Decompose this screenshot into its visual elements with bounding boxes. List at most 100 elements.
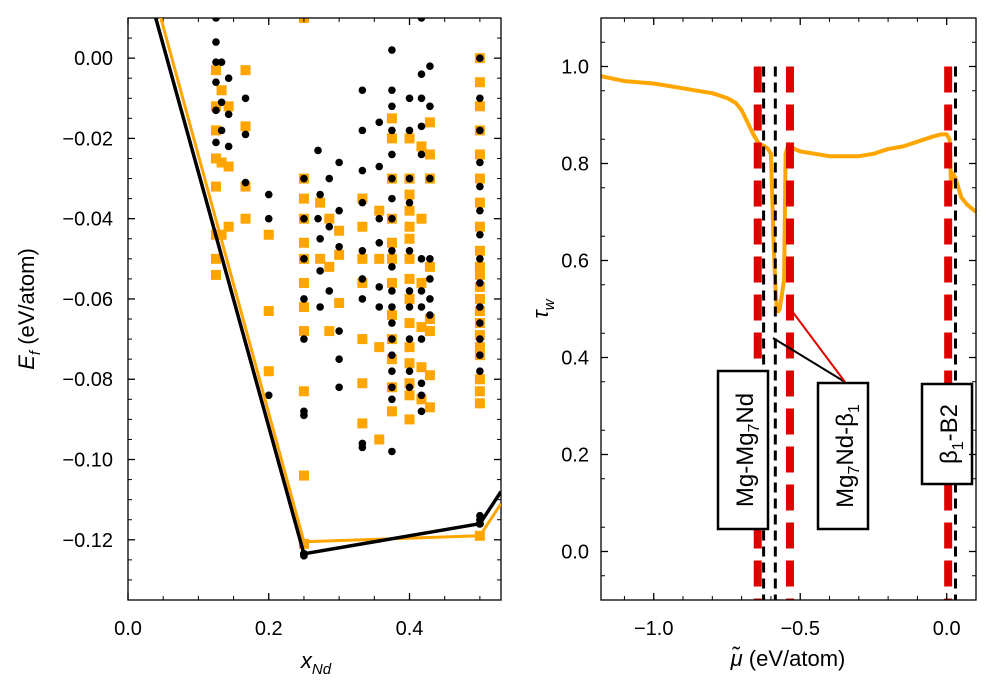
black-circle-point [405, 174, 414, 183]
black-circle-point [217, 126, 226, 135]
black-circle-point [426, 295, 434, 303]
black-circle-point [325, 174, 334, 183]
black-circle-point [388, 395, 396, 404]
orange-square-point [357, 221, 368, 232]
left-y-axis-label: Ef (eV/atom) [14, 248, 44, 370]
orange-square-point [324, 261, 335, 272]
orange-square-point [474, 306, 485, 317]
orange-square-point [210, 125, 221, 136]
orange-square-point [357, 378, 368, 389]
orange-square-point [298, 237, 309, 248]
black-circle-point [358, 443, 367, 452]
orange-square-point [386, 237, 397, 248]
orange-square-point [474, 101, 485, 112]
black-circle-point [212, 138, 220, 147]
orange-square-point [223, 101, 234, 112]
orange-square-point [424, 402, 435, 413]
orange-square-point [474, 330, 485, 341]
left-x-axis-label: xNd [300, 648, 332, 678]
orange-square-point [474, 374, 485, 385]
black-circle-point [476, 158, 484, 167]
orange-square-point [404, 358, 415, 369]
black-circle-point [417, 287, 426, 295]
right-chart: Mg-Mg7Nd Mg7Nd-β1 β1-B2 −1.0 −0.5 0.0 0.0 0.… [528, 17, 978, 671]
black-circle-point [300, 214, 308, 223]
black-circle-point [325, 222, 334, 231]
orange-square-point [474, 293, 485, 304]
black-circle-point [426, 311, 434, 319]
black-circle-point [388, 303, 396, 311]
orange-square-point [386, 406, 397, 417]
black-circle-point [316, 303, 324, 311]
orange-square-point [474, 281, 485, 292]
black-circle-point [358, 126, 367, 135]
black-circle-point [358, 275, 367, 283]
orange-square-point [240, 213, 251, 224]
orange-square-point [404, 221, 415, 232]
black-circle-point [375, 238, 384, 247]
black-circle-point [314, 146, 322, 155]
right-y-tick-label: 0.4 [561, 348, 589, 370]
orange-square-point [404, 318, 415, 329]
orange-square-point [334, 297, 345, 308]
orange-square-point [210, 253, 221, 264]
black-circle-point [316, 267, 324, 275]
orange-square-point [298, 277, 309, 288]
orange-square-point [298, 193, 309, 204]
connector-line-black [772, 337, 846, 383]
black-circle-point [388, 126, 396, 135]
left-y-tick-label: −0.12 [62, 530, 113, 552]
right-y-tick-label: 0.6 [561, 251, 589, 273]
black-circle-point [300, 295, 308, 303]
black-circle-point [212, 106, 220, 115]
black-circle-point [417, 94, 426, 103]
orange-square-point [223, 161, 234, 172]
orange-square-point [263, 229, 274, 240]
orange-square-point [416, 141, 427, 152]
orange-square-point [416, 394, 427, 405]
black-circle-point [300, 255, 308, 263]
orange-square-point [210, 269, 221, 280]
orange-square-point [416, 362, 427, 373]
orange-square-point [357, 253, 368, 264]
orange-square-point [386, 277, 397, 288]
left-y-tick-label: −0.08 [62, 369, 113, 391]
black-circle-point [335, 383, 343, 392]
black-circle-point [388, 263, 396, 271]
orange-square-point [386, 133, 397, 144]
orange-square-point [474, 398, 485, 409]
right-x-tick-label: −1.0 [634, 618, 673, 640]
black-circle-point [335, 158, 343, 167]
orange-square-point [416, 213, 427, 224]
orange-square-point [298, 326, 309, 337]
orange-square-point [386, 354, 397, 365]
orange-square-point [404, 390, 415, 401]
black-circle-point [476, 94, 484, 103]
black-circle-point [217, 58, 226, 66]
connector-line-red [788, 306, 846, 383]
black-circle-point [388, 319, 396, 327]
black-circle-point [426, 275, 434, 283]
orange-square-point [424, 149, 435, 160]
orange-square-point [404, 414, 415, 425]
black-circle-point [426, 102, 434, 111]
orange-square-point [263, 366, 274, 377]
orange-square-point [404, 253, 415, 264]
black-circle-point [388, 150, 396, 159]
black-circle-point [212, 38, 220, 46]
left-y-tick-label: −0.06 [62, 289, 113, 311]
black-circle-point [417, 255, 426, 263]
orange-square-point [404, 189, 415, 200]
orange-square-point [474, 149, 485, 160]
black-circle-point [388, 351, 396, 359]
black-circle-point [217, 98, 226, 107]
black-circle-point [224, 142, 233, 151]
orange-square-point [324, 213, 335, 224]
annotation-beta1-b2: β1-B2 [920, 382, 974, 486]
black-circle-point [375, 214, 384, 223]
black-circle-point [375, 162, 384, 171]
orange-square-point [474, 261, 485, 272]
black-circle-point [476, 335, 484, 343]
black-circle-point [417, 379, 426, 388]
